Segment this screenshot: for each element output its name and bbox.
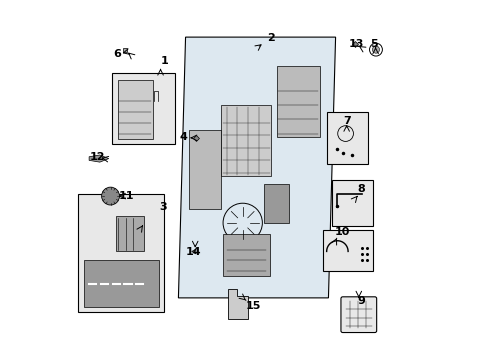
Bar <box>112 73 175 144</box>
Circle shape <box>372 46 379 53</box>
Text: 2: 2 <box>267 33 275 43</box>
Bar <box>264 184 288 223</box>
Text: 6: 6 <box>114 49 122 59</box>
Text: 8: 8 <box>357 184 365 194</box>
Circle shape <box>102 187 119 205</box>
Bar <box>118 80 153 139</box>
Text: 5: 5 <box>369 39 377 49</box>
Bar <box>78 194 164 312</box>
Bar <box>221 105 271 176</box>
Bar <box>331 180 372 226</box>
Bar <box>83 260 159 307</box>
FancyBboxPatch shape <box>340 297 376 333</box>
Bar <box>276 66 319 137</box>
Text: 14: 14 <box>185 247 201 257</box>
Text: 7: 7 <box>343 116 350 126</box>
Bar <box>223 234 269 276</box>
Text: 13: 13 <box>347 39 363 49</box>
Bar <box>323 230 372 271</box>
Text: 9: 9 <box>356 296 364 306</box>
Text: 11: 11 <box>119 191 134 201</box>
Bar <box>189 130 221 208</box>
Bar <box>326 112 367 164</box>
Text: 4: 4 <box>180 132 187 142</box>
Polygon shape <box>178 37 335 298</box>
Text: 10: 10 <box>334 227 349 237</box>
Text: 1: 1 <box>160 56 168 66</box>
Text: 15: 15 <box>245 301 261 311</box>
Polygon shape <box>228 289 247 319</box>
Bar <box>116 216 144 251</box>
Polygon shape <box>89 155 108 162</box>
Text: 3: 3 <box>159 202 166 212</box>
Text: 12: 12 <box>89 152 105 162</box>
